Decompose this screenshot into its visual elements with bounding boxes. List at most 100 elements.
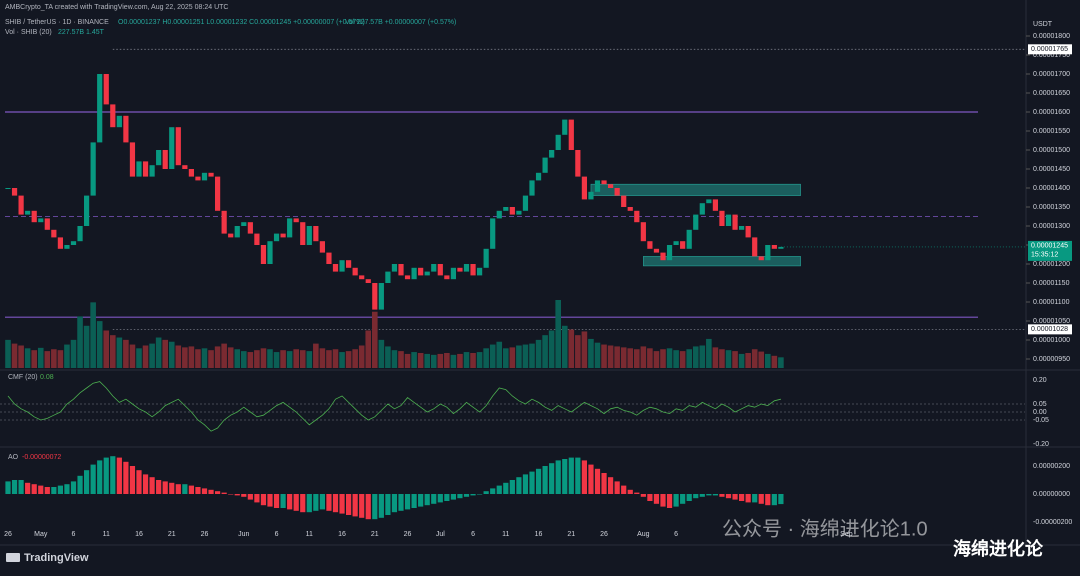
candle-body <box>581 176 587 200</box>
volume-bar <box>280 350 286 368</box>
volume-bar <box>503 348 509 368</box>
candle-body <box>319 241 325 253</box>
candle-body <box>594 180 601 192</box>
volume-bar <box>77 316 83 368</box>
volume-bar <box>679 351 686 368</box>
ao-bar <box>666 494 673 508</box>
volume-bar <box>110 335 116 368</box>
watermark: 公众号 · 海绵进化论1.0 <box>722 517 928 540</box>
y-tick-label: 0.00000950 <box>1033 356 1070 363</box>
candle-body <box>77 226 83 242</box>
candle-body <box>306 226 312 245</box>
candle-body <box>142 161 149 177</box>
x-tick-label: 26 <box>600 531 608 538</box>
volume-bar <box>483 348 489 368</box>
ao-bar <box>444 494 450 501</box>
ao-bar <box>241 494 247 497</box>
volume-bar <box>37 347 44 368</box>
ao-bar <box>457 494 463 499</box>
candle-body <box>254 233 260 245</box>
volume-bar <box>44 351 51 368</box>
ao-bar <box>11 480 18 494</box>
volume-bar <box>345 351 352 368</box>
volume-bar <box>437 353 444 368</box>
ao-bar <box>221 492 227 494</box>
candle-body <box>97 74 103 143</box>
volume-bar <box>378 339 385 368</box>
ao-bar <box>555 460 561 494</box>
volume-bar <box>778 357 784 368</box>
volume-bar <box>666 348 673 368</box>
ao-bar <box>516 477 522 494</box>
volume-bar <box>201 348 208 368</box>
ao-tick-label: -0.00000200 <box>1033 519 1072 526</box>
candle-body <box>765 245 771 261</box>
candle-body <box>431 264 437 272</box>
ao-bar <box>594 468 601 494</box>
ao-bar <box>673 494 679 507</box>
volume-bar <box>430 354 437 368</box>
y-tick-label: 0.00001800 <box>1033 33 1070 40</box>
x-tick-label: 6 <box>72 531 76 538</box>
ao-bar <box>745 494 751 503</box>
last-price-label: 0.00001245 <box>1031 243 1068 250</box>
volume-bar <box>450 354 457 368</box>
candle-body <box>44 218 50 230</box>
ao-bar <box>110 456 116 494</box>
volume-bar <box>568 329 575 368</box>
ao-bar <box>378 494 384 518</box>
candle-body <box>640 222 646 242</box>
candle-body <box>647 241 653 249</box>
candle-body <box>169 127 175 169</box>
ao-last: -0.00000072 <box>22 454 61 461</box>
ao-bar <box>201 488 208 494</box>
candle-body <box>725 214 732 226</box>
volume-bar <box>332 349 339 368</box>
volume-bar <box>614 346 620 368</box>
ao-bar <box>732 494 738 500</box>
volume-bar <box>70 339 77 368</box>
y-tick-label: 0.00001000 <box>1033 337 1070 344</box>
ao-bar <box>149 477 155 494</box>
ao-bar <box>44 487 50 494</box>
candle-body <box>680 241 686 249</box>
candle-body <box>352 267 358 276</box>
volume-bar <box>771 355 778 368</box>
volume-bar <box>182 347 188 368</box>
ao-bar <box>208 489 214 494</box>
volume-bar <box>411 352 417 368</box>
candle-body <box>529 180 535 196</box>
volume-bar <box>352 349 358 368</box>
ao-bar <box>169 482 175 494</box>
candle-body <box>418 267 424 276</box>
ao-bar <box>123 461 129 494</box>
candle-body <box>287 218 293 238</box>
candle-body <box>673 241 679 245</box>
candle-body <box>5 188 11 189</box>
x-tick-label: 16 <box>135 531 143 538</box>
volume-bar <box>457 353 463 368</box>
ao-bar <box>359 494 365 518</box>
ao-bar <box>562 459 568 494</box>
volume-bar <box>90 302 96 368</box>
volume-bar <box>214 346 221 368</box>
ao-bar <box>90 464 96 494</box>
volume-bar <box>57 350 64 368</box>
ao-bar <box>712 494 718 496</box>
y-tick-label: 0.00001200 <box>1033 261 1070 268</box>
cmf-tick-label: 0.00 <box>1033 409 1047 416</box>
ao-bar <box>188 485 194 494</box>
candle-body <box>732 214 738 230</box>
cmf-tick-label: -0.05 <box>1033 417 1049 424</box>
volume-bar <box>64 344 70 368</box>
candle-body <box>601 180 607 185</box>
volume-bar <box>286 351 293 368</box>
ao-bar <box>267 494 273 507</box>
ao-bar <box>411 494 417 508</box>
volume-bar <box>516 345 522 368</box>
ao-bar <box>588 464 594 494</box>
volume-bar <box>273 352 280 368</box>
volume-bar <box>293 349 299 368</box>
level-tag <box>1028 324 1072 335</box>
ao-bar <box>306 494 312 513</box>
